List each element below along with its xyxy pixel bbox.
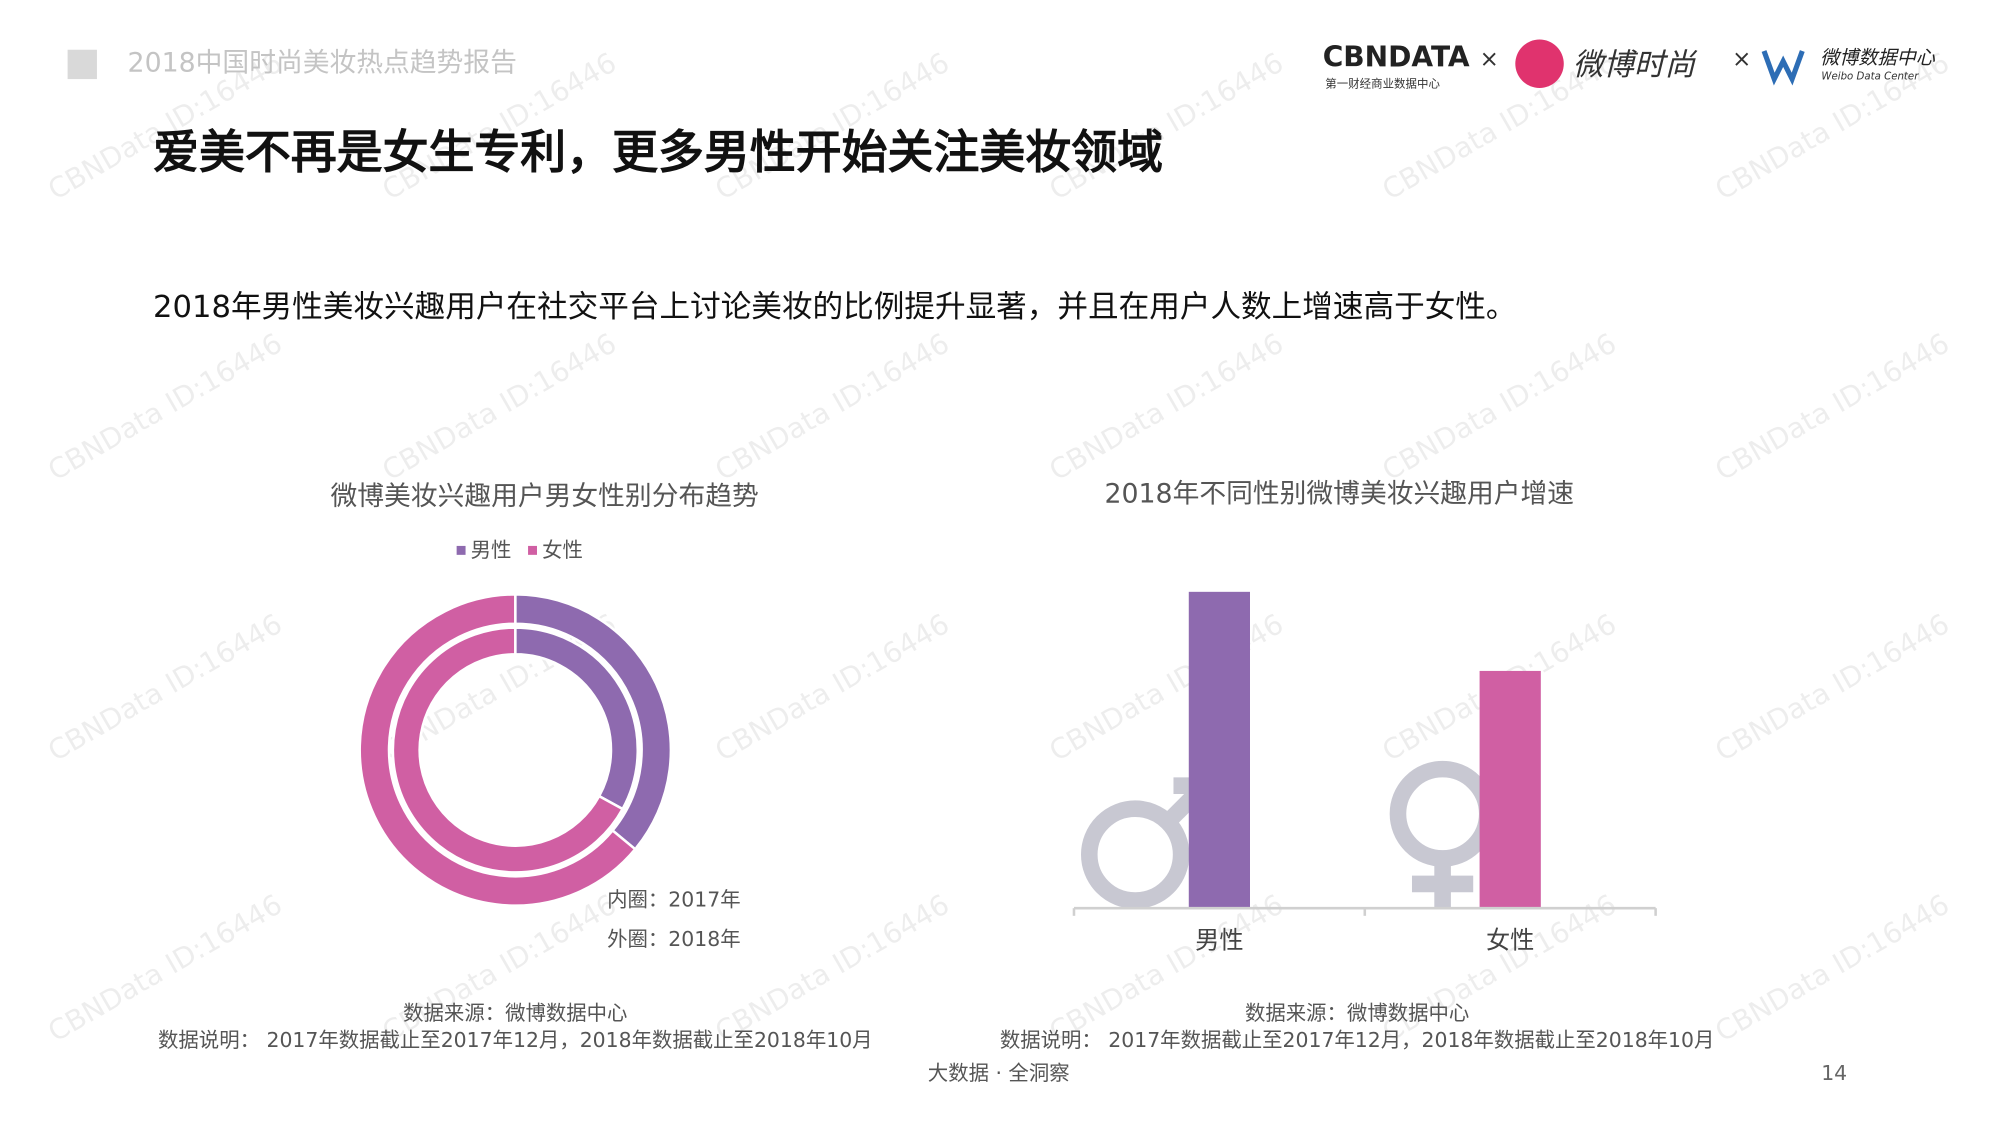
logo-weibo-fashion: 微博时尚 [1573, 48, 1698, 83]
legend-swatch [456, 545, 466, 555]
slide-subtitle: 2018年男性美妆兴趣用户在社交平台上讨论美妆的比例提升显著，并且在用户人数上增… [153, 290, 1517, 325]
x-tick-label: 男性 [1195, 926, 1243, 954]
logo-weibo-data: 微博数据中心 [1820, 46, 1936, 69]
chart-title: 2018年不同性别微博美妆兴趣用户增速 [1104, 478, 1574, 509]
weibo-icon [1515, 39, 1564, 89]
legend-label: 女性 [542, 538, 583, 562]
weibo-data-icon [1761, 50, 1805, 86]
logo-weibo-data-sub: Weibo Data Center [1821, 72, 1919, 83]
x-tick-label: 女性 [1486, 926, 1534, 954]
logo-cbn-sub: 第一财经商业数据中心 [1325, 77, 1440, 91]
source: 数据来源：微博数据中心 [1245, 1001, 1469, 1025]
times: × [1732, 46, 1751, 72]
legend-label: 男性 [471, 538, 512, 562]
header-square [67, 49, 97, 80]
bar [1188, 591, 1250, 909]
slide-title: 爱美不再是女生专利，更多男性开始关注美妆领域 [153, 125, 1163, 179]
times: × [1480, 46, 1499, 72]
ring-note: 内圈：2017年 [607, 888, 740, 912]
report-name: 2018中国时尚美妆热点趋势报告 [128, 47, 517, 78]
donut-segment [391, 626, 625, 874]
note: 数据说明： 2017年数据截止至2017年12月，2018年数据截止至2018年… [1000, 1028, 1715, 1052]
page-number: 14 [1821, 1061, 1847, 1085]
chart-title: 微博美妆兴趣用户男女性别分布趋势 [331, 481, 759, 512]
donut-segment [358, 593, 638, 907]
bar [1479, 670, 1541, 909]
footer-slogan: 大数据 · 全洞察 [928, 1061, 1070, 1085]
logo-cbn: CBNDATA [1323, 41, 1470, 74]
note: 数据说明： 2017年数据截止至2017年12月，2018年数据截止至2018年… [158, 1028, 873, 1052]
legend-swatch [528, 545, 537, 555]
ring-note: 外圈：2018年 [607, 927, 740, 951]
source: 数据来源：微博数据中心 [403, 1001, 627, 1025]
